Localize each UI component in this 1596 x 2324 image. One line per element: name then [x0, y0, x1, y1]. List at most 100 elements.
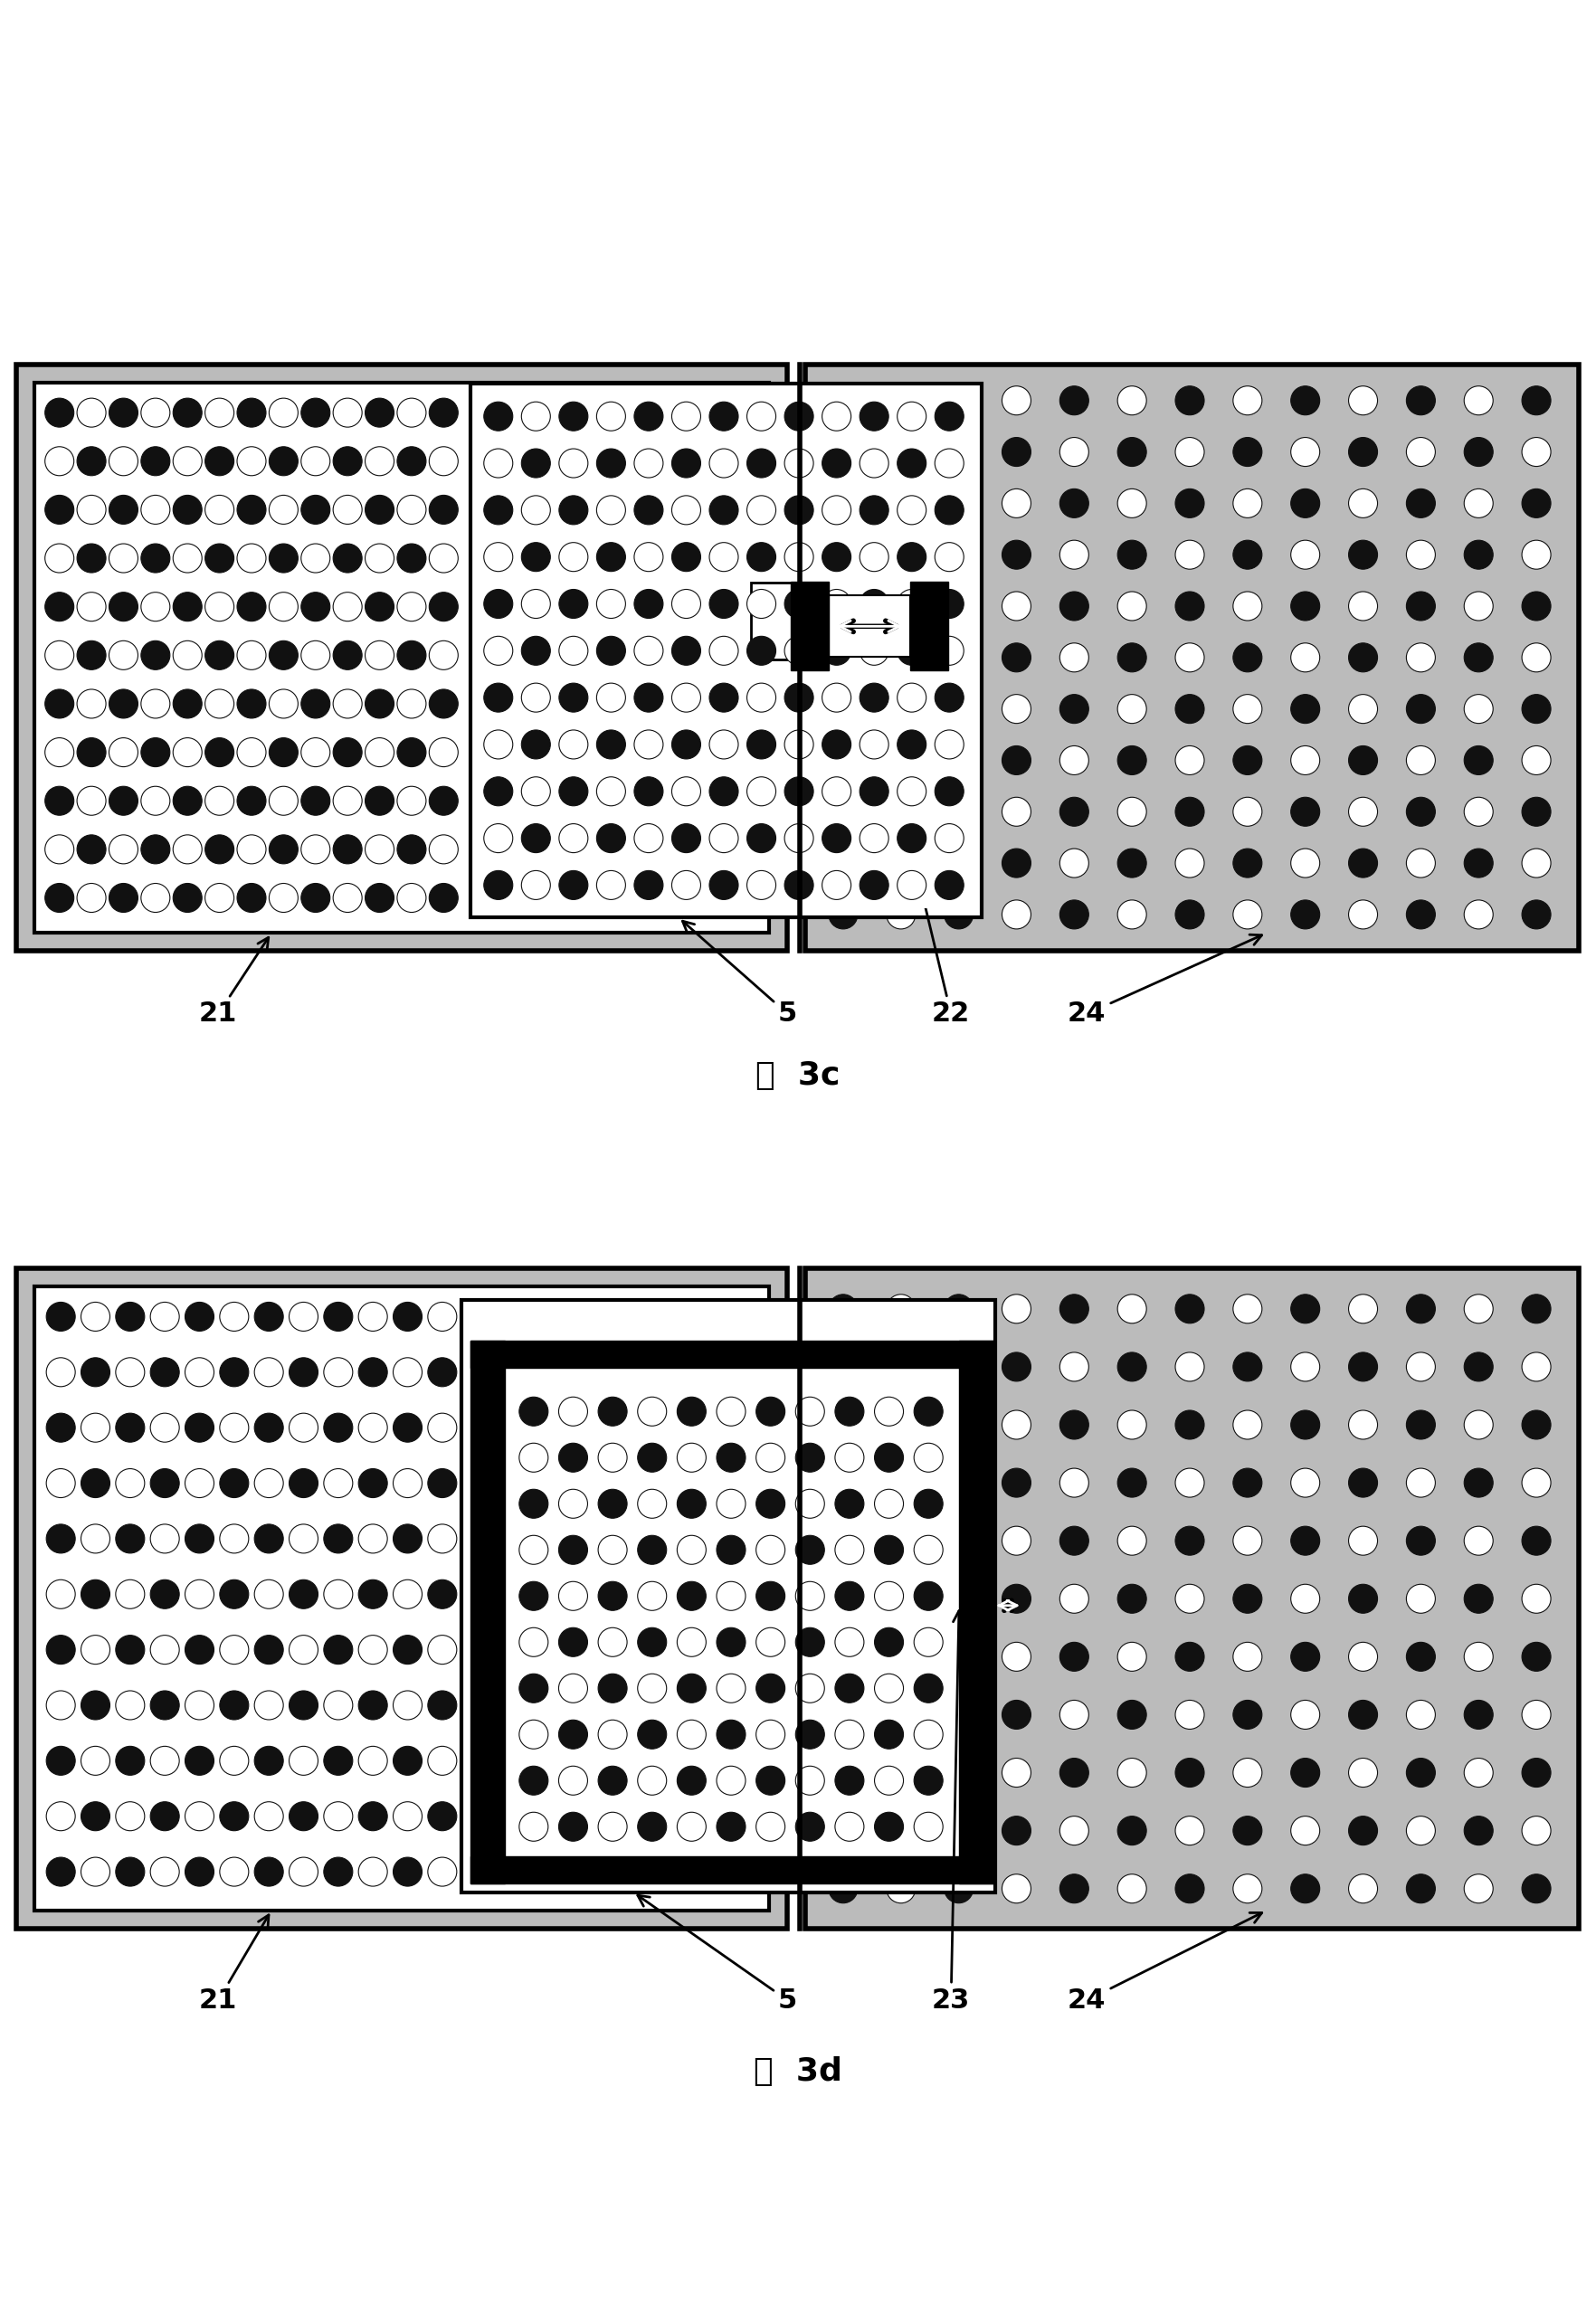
Circle shape: [1521, 488, 1550, 518]
Circle shape: [597, 637, 626, 665]
Circle shape: [1521, 1643, 1550, 1671]
Circle shape: [934, 541, 964, 572]
Circle shape: [1232, 1585, 1261, 1613]
Circle shape: [897, 730, 926, 760]
Circle shape: [637, 1673, 666, 1703]
Circle shape: [1290, 1873, 1318, 1903]
Circle shape: [886, 644, 915, 672]
Circle shape: [709, 590, 737, 618]
Circle shape: [1001, 1643, 1031, 1671]
Circle shape: [795, 1720, 824, 1750]
Circle shape: [334, 397, 362, 428]
Circle shape: [934, 776, 964, 806]
Circle shape: [289, 1357, 318, 1387]
Circle shape: [886, 1815, 915, 1845]
Circle shape: [140, 834, 169, 865]
Circle shape: [428, 1580, 456, 1608]
Circle shape: [115, 1580, 145, 1608]
Circle shape: [1175, 1873, 1203, 1903]
Circle shape: [897, 683, 926, 711]
Circle shape: [1175, 1815, 1203, 1845]
Circle shape: [559, 730, 587, 760]
Circle shape: [522, 683, 551, 711]
Circle shape: [1464, 1294, 1492, 1322]
Circle shape: [428, 1801, 456, 1831]
Circle shape: [1290, 644, 1318, 672]
Text: 5: 5: [681, 920, 796, 1027]
Circle shape: [835, 1766, 863, 1794]
Circle shape: [519, 1583, 547, 1611]
Circle shape: [45, 737, 73, 767]
Circle shape: [1001, 1585, 1031, 1613]
Circle shape: [859, 541, 887, 572]
Circle shape: [484, 683, 512, 711]
Circle shape: [1521, 1527, 1550, 1555]
Circle shape: [220, 1745, 249, 1776]
Circle shape: [597, 683, 626, 711]
Circle shape: [429, 834, 458, 865]
Circle shape: [236, 690, 267, 718]
Circle shape: [484, 402, 512, 430]
Circle shape: [397, 397, 426, 428]
Circle shape: [45, 690, 73, 718]
Circle shape: [393, 1525, 421, 1552]
Circle shape: [828, 1527, 857, 1555]
Circle shape: [302, 593, 330, 621]
Circle shape: [324, 1413, 353, 1443]
Circle shape: [204, 883, 235, 913]
Circle shape: [1521, 899, 1550, 930]
Circle shape: [943, 1527, 972, 1555]
Circle shape: [172, 883, 201, 913]
Circle shape: [254, 1301, 282, 1332]
Circle shape: [1406, 488, 1435, 518]
Circle shape: [559, 683, 587, 711]
Circle shape: [1521, 1294, 1550, 1322]
Circle shape: [46, 1692, 75, 1720]
Circle shape: [1117, 1815, 1146, 1845]
Circle shape: [1521, 695, 1550, 723]
Circle shape: [429, 544, 458, 572]
Circle shape: [1117, 797, 1146, 825]
Circle shape: [365, 883, 394, 913]
Circle shape: [1117, 1759, 1146, 1787]
Circle shape: [822, 449, 851, 479]
Circle shape: [1060, 797, 1088, 825]
Circle shape: [46, 1801, 75, 1831]
Circle shape: [522, 823, 551, 853]
Circle shape: [634, 823, 662, 853]
Circle shape: [934, 823, 964, 853]
Circle shape: [109, 397, 137, 428]
Circle shape: [897, 637, 926, 665]
Circle shape: [1521, 1469, 1550, 1497]
Circle shape: [365, 495, 394, 525]
Circle shape: [634, 730, 662, 760]
Circle shape: [1117, 1643, 1146, 1671]
Circle shape: [81, 1413, 110, 1443]
Circle shape: [913, 1627, 942, 1657]
Circle shape: [634, 590, 662, 618]
Circle shape: [204, 495, 235, 525]
Bar: [514, 1387, 948, 1850]
Circle shape: [747, 449, 776, 479]
Circle shape: [755, 1536, 785, 1564]
Circle shape: [289, 1857, 318, 1887]
Circle shape: [302, 446, 330, 476]
Circle shape: [289, 1301, 318, 1332]
Circle shape: [81, 1525, 110, 1552]
Circle shape: [709, 872, 737, 899]
Bar: [16, 1269, 787, 1929]
Circle shape: [875, 1397, 903, 1427]
Circle shape: [1175, 1527, 1203, 1555]
Circle shape: [1232, 1353, 1261, 1380]
Circle shape: [358, 1857, 388, 1887]
Circle shape: [334, 834, 362, 865]
Text: 23: 23: [932, 1611, 970, 2013]
Circle shape: [1175, 1294, 1203, 1322]
Circle shape: [634, 495, 662, 525]
Circle shape: [268, 544, 298, 572]
Circle shape: [429, 690, 458, 718]
Circle shape: [934, 449, 964, 479]
Circle shape: [45, 397, 73, 428]
Circle shape: [1175, 437, 1203, 467]
Circle shape: [677, 1720, 705, 1750]
